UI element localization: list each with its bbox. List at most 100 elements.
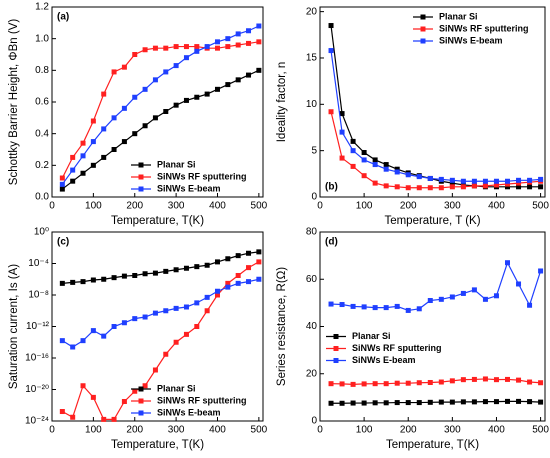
y-tick-label: 0.8 [35, 65, 49, 76]
marker [482, 296, 488, 302]
marker [142, 123, 148, 129]
marker [256, 249, 262, 255]
marker [152, 310, 158, 316]
marker [80, 383, 86, 389]
marker [101, 416, 107, 422]
marker [438, 379, 444, 385]
marker [246, 40, 252, 46]
marker [183, 44, 189, 50]
x-tick-label: 500 [251, 425, 268, 436]
marker [225, 256, 231, 262]
marker [235, 272, 241, 278]
marker [527, 399, 533, 405]
marker [394, 166, 400, 172]
marker [361, 150, 367, 156]
marker [204, 262, 210, 268]
marker [394, 303, 400, 309]
marker [482, 399, 488, 405]
marker [405, 185, 411, 191]
marker [449, 294, 455, 300]
marker [235, 280, 241, 286]
marker [101, 276, 107, 282]
marker [225, 36, 231, 42]
marker [350, 148, 356, 154]
marker [538, 184, 544, 190]
marker [70, 279, 76, 285]
marker [101, 154, 107, 160]
x-tick-label: 0 [49, 425, 55, 436]
marker [449, 184, 455, 190]
y-tick-label: 60 [306, 274, 318, 285]
marker [256, 276, 262, 282]
marker [460, 178, 466, 184]
marker [194, 94, 200, 100]
marker [427, 298, 433, 304]
marker [59, 186, 65, 192]
marker [70, 414, 76, 420]
marker [163, 351, 169, 357]
legend-marker [138, 398, 144, 404]
y-tick-label: 10 [306, 99, 318, 110]
marker [80, 153, 86, 159]
marker [427, 379, 433, 385]
y-tick-label: 10⁻¹⁶ [25, 353, 49, 364]
marker [214, 292, 220, 298]
legend-marker [420, 38, 426, 44]
x-tick-label: 400 [209, 201, 226, 212]
legend-label: SiNWs RF sputtering [157, 171, 247, 181]
marker [372, 381, 378, 387]
marker [152, 45, 158, 51]
y-axis-label: Ideality factor, n [276, 62, 288, 143]
marker [173, 305, 179, 311]
marker [339, 129, 345, 135]
marker [214, 39, 220, 45]
series-line [330, 25, 541, 188]
marker [460, 290, 466, 296]
marker [183, 55, 189, 61]
marker [405, 400, 411, 406]
x-tick-label: 200 [400, 201, 417, 212]
marker [505, 181, 510, 187]
marker [449, 177, 455, 183]
legend-label: SiNWs RF sputtering [352, 343, 442, 353]
marker [493, 182, 499, 188]
marker [142, 383, 148, 389]
marker [339, 155, 345, 161]
marker [493, 399, 499, 405]
marker [183, 304, 189, 310]
marker [361, 173, 367, 179]
panel-label: (a) [57, 12, 69, 23]
x-tick-label: 0 [317, 425, 323, 436]
y-tick-label: 10⁻¹² [26, 321, 50, 332]
marker [460, 184, 466, 190]
series-line [331, 261, 542, 312]
marker [111, 275, 117, 281]
marker [194, 48, 200, 54]
x-axis-label: Temperature, T(K) [386, 439, 479, 451]
marker [80, 279, 86, 285]
y-tick-label: 10⁰ [34, 227, 49, 238]
x-axis-label: Temperature, T(K) [111, 215, 204, 227]
marker [163, 109, 169, 114]
y-tick-label: 80 [306, 227, 318, 238]
marker [527, 302, 533, 308]
marker [173, 267, 179, 273]
marker [152, 115, 158, 121]
y-tick-label: 20 [306, 6, 318, 17]
y-tick-label: 1.0 [35, 33, 49, 44]
marker [383, 305, 389, 311]
marker [142, 86, 148, 92]
legend-marker [333, 346, 339, 351]
marker [460, 377, 466, 383]
marker [361, 157, 367, 163]
marker [90, 328, 96, 334]
panel-label: (b) [325, 182, 338, 193]
marker [449, 180, 455, 186]
marker [482, 178, 488, 184]
x-tick-label: 0 [317, 201, 323, 212]
marker [471, 399, 477, 405]
marker [372, 162, 378, 168]
x-tick-label: 100 [85, 201, 102, 212]
marker [449, 399, 455, 405]
